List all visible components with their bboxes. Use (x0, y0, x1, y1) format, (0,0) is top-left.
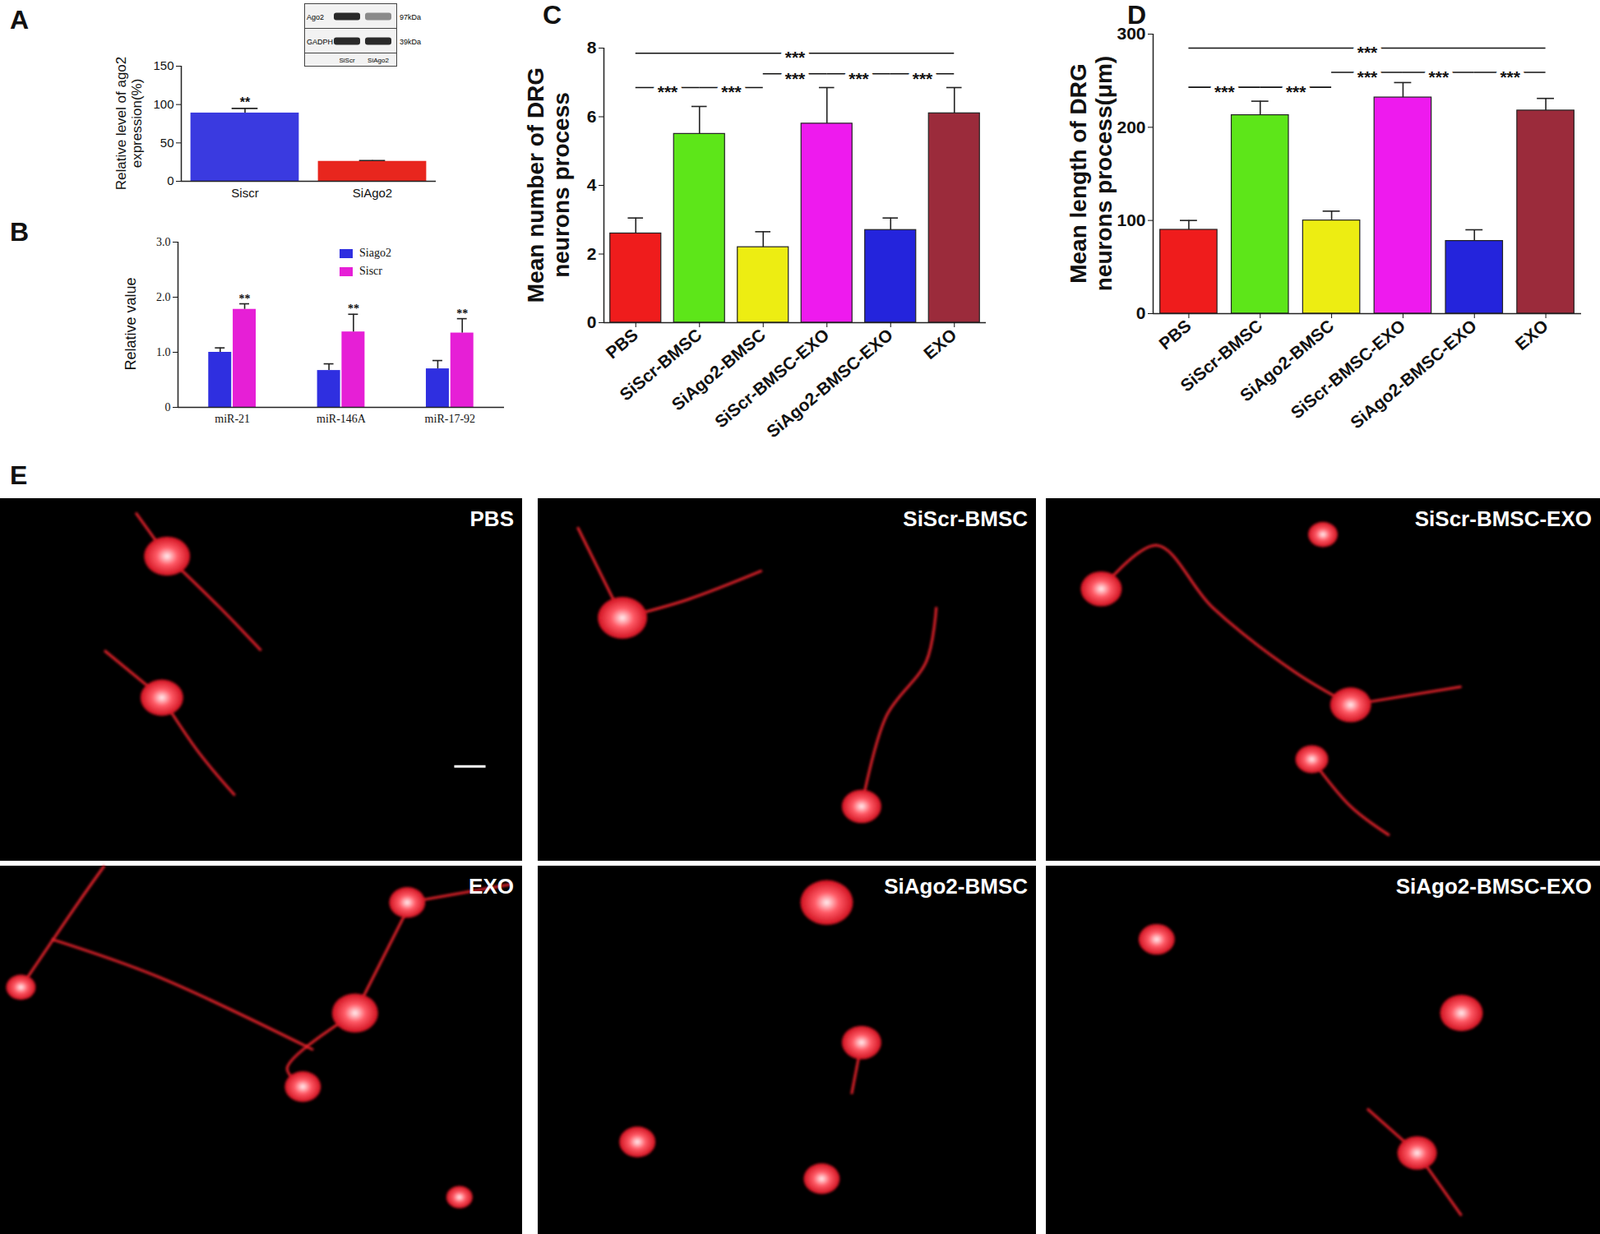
svg-text:SiAgo2-BMSC-EXO: SiAgo2-BMSC-EXO (1396, 873, 1592, 899)
svg-text:0: 0 (165, 401, 172, 414)
svg-text:EXO: EXO (468, 873, 514, 899)
html-text:D: D (1127, 0, 1147, 30)
svg-text:150: 150 (152, 58, 174, 73)
html-text:A: A (9, 4, 29, 35)
html-text:C: C (542, 0, 562, 30)
svg-text:SiAgo2: SiAgo2 (367, 56, 389, 65)
svg-text:miR-21: miR-21 (214, 412, 250, 426)
svg-text:3.0: 3.0 (156, 235, 172, 249)
svg-text:SiScr-BMSC: SiScr-BMSC (1176, 315, 1266, 396)
svg-text:**: ** (456, 307, 468, 320)
svg-text:SiAgo2-BMSC: SiAgo2-BMSC (667, 324, 769, 414)
svg-text:SiScr-BMSC-EXO: SiScr-BMSC-EXO (1415, 506, 1592, 532)
svg-text:EXO: EXO (920, 324, 961, 363)
svg-text:***: *** (657, 82, 679, 102)
svg-text:200: 200 (1116, 117, 1146, 137)
svg-text:4: 4 (587, 175, 597, 195)
svg-text:SiScr-BMSC: SiScr-BMSC (615, 324, 706, 405)
svg-text:PBS: PBS (470, 506, 514, 532)
svg-text:SiAgo2-BMSC-EXO: SiAgo2-BMSC-EXO (763, 324, 897, 441)
svg-text:2.0: 2.0 (156, 291, 172, 304)
svg-text:***: *** (785, 47, 806, 67)
svg-text:SiScr-BMSC-EXO: SiScr-BMSC-EXO (711, 324, 833, 431)
svg-text:SiAgo2-BMSC-EXO: SiAgo2-BMSC-EXO (1346, 315, 1480, 432)
svg-text:2: 2 (587, 244, 597, 264)
svg-text:miR-146A: miR-146A (316, 412, 367, 426)
svg-text:50: 50 (160, 135, 175, 150)
svg-text:***: *** (1428, 67, 1450, 87)
html-text:Relative level of ago2 express: Relative level of ago2 expression(%) (113, 56, 145, 191)
svg-text:0: 0 (1136, 303, 1147, 323)
svg-text:100: 100 (1116, 210, 1146, 230)
html-text:Siago2: Siago2 (359, 246, 392, 259)
svg-text:Siscr: Siscr (231, 185, 259, 200)
svg-text:***: *** (1214, 82, 1235, 102)
svg-text:miR-17-92: miR-17-92 (425, 412, 476, 426)
svg-text:0: 0 (587, 312, 597, 332)
svg-text:8: 8 (587, 37, 597, 57)
svg-text:39kDa: 39kDa (399, 37, 421, 47)
svg-text:1.0: 1.0 (156, 346, 172, 359)
svg-text:300: 300 (1116, 24, 1146, 43)
svg-text:***: *** (1357, 67, 1379, 87)
html-text:Mean length of DRG neurons pro: Mean length of DRG neurons process(μm) (1065, 55, 1117, 292)
html-text:Relative value: Relative value (122, 277, 140, 371)
svg-text:SiAgo2: SiAgo2 (352, 185, 393, 200)
svg-text:100: 100 (152, 97, 174, 111)
svg-text:**: ** (347, 302, 360, 315)
svg-text:***: *** (848, 69, 870, 88)
svg-text:SiAgo2-BMSC: SiAgo2-BMSC (1236, 315, 1338, 405)
svg-text:***: *** (1357, 42, 1379, 62)
svg-text:***: *** (721, 82, 742, 102)
svg-text:SiAgo2-BMSC: SiAgo2-BMSC (883, 873, 1028, 899)
html-text:Siscr: Siscr (359, 264, 383, 278)
svg-text:***: *** (1285, 82, 1307, 102)
svg-text:SiScr-BMSC: SiScr-BMSC (902, 506, 1028, 532)
svg-text:***: *** (785, 69, 806, 88)
svg-text:97kDa: 97kDa (399, 13, 421, 22)
svg-text:PBS: PBS (1155, 315, 1195, 353)
svg-text:SiScr-BMSC-EXO: SiScr-BMSC-EXO (1286, 315, 1409, 422)
svg-text:EXO: EXO (1511, 315, 1552, 354)
html-text:B: B (9, 217, 29, 247)
html-text:Mean number of DRG neurons pro: Mean number of DRG neurons process (523, 67, 574, 303)
html-text:E: E (9, 460, 28, 491)
svg-text:SiScr: SiScr (338, 56, 355, 65)
svg-text:**: ** (239, 292, 251, 306)
svg-text:Ago2: Ago2 (306, 13, 324, 22)
svg-text:***: *** (912, 69, 934, 88)
svg-text:PBS: PBS (601, 324, 642, 362)
svg-text:0: 0 (166, 173, 174, 188)
svg-text:**: ** (240, 95, 251, 110)
svg-text:6: 6 (587, 106, 597, 126)
svg-text:***: *** (1499, 67, 1521, 87)
svg-text:GADPH: GADPH (306, 37, 333, 47)
